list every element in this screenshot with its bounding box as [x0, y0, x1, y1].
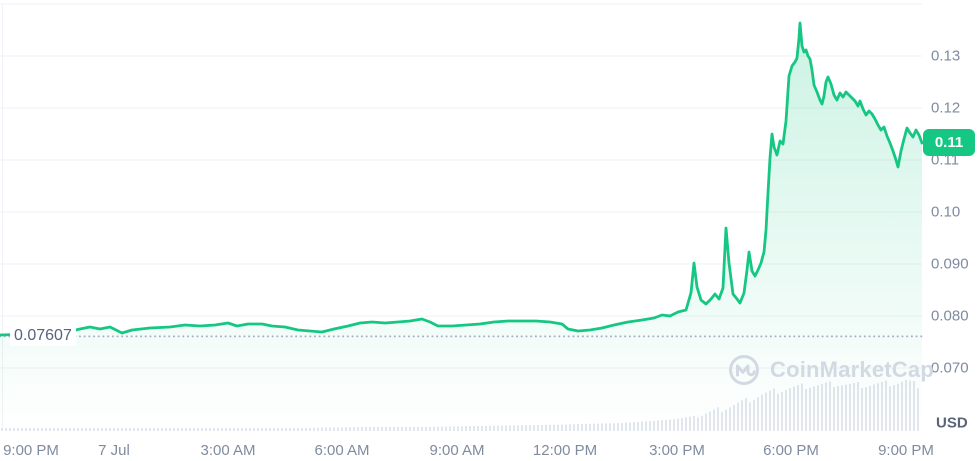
current-price-badge: 0.11: [923, 129, 975, 157]
y-axis-unit-label: USD: [936, 414, 968, 432]
y-axis-label: 0.070: [931, 359, 969, 377]
y-axis-label: 0.080: [931, 307, 969, 325]
x-axis-label: 3:00 PM: [649, 442, 705, 459]
price-line: [0, 21, 924, 337]
reference-price-label: 0.07607: [10, 326, 76, 347]
x-axis-label: 9:00 PM: [3, 442, 59, 459]
x-axis-label: 9:00 PM: [878, 442, 934, 459]
y-axis-label: 0.10: [931, 203, 961, 221]
y-axis-label: 0.12: [931, 99, 961, 117]
x-axis-label: 7 Jul: [98, 442, 130, 459]
x-axis-label: 12:00 PM: [532, 442, 598, 459]
x-axis-label: 6:00 AM: [314, 442, 370, 459]
x-axis-label: 3:00 AM: [200, 442, 256, 459]
y-axis-label: 0.13: [931, 47, 961, 65]
y-axis-label: 0.090: [931, 255, 969, 273]
grid-lines: [0, 3, 922, 431]
x-axis-label: 6:00 PM: [763, 442, 819, 459]
x-axis-label: 9:00 AM: [429, 442, 485, 459]
price-area-fill: [0, 23, 922, 431]
